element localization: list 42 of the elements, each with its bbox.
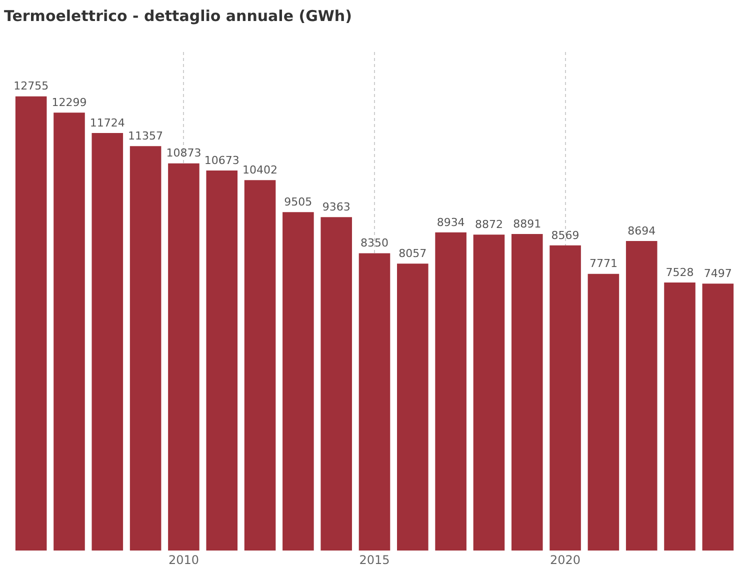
data-label: 12299 <box>52 96 87 109</box>
data-label: 7771 <box>589 257 618 270</box>
bar <box>168 163 200 551</box>
data-label: 10673 <box>204 154 240 167</box>
bar <box>282 212 314 551</box>
data-label: 8934 <box>436 216 465 229</box>
bar <box>702 284 734 551</box>
bar <box>664 282 696 551</box>
bar <box>473 234 505 551</box>
data-label: 10873 <box>166 146 202 160</box>
data-label: 8057 <box>398 247 427 260</box>
bar <box>206 170 238 551</box>
data-label: 8694 <box>628 224 656 238</box>
bar <box>397 264 428 551</box>
bar <box>588 274 620 551</box>
bar <box>320 217 352 551</box>
bar <box>54 112 85 551</box>
bar <box>511 234 543 551</box>
data-label: 11724 <box>90 116 125 130</box>
data-label: 12755 <box>14 80 49 93</box>
x-tick-label: 2020 <box>550 552 581 567</box>
data-label: 9363 <box>322 200 350 214</box>
data-label: 8872 <box>474 218 503 231</box>
x-tick-label: 2010 <box>168 552 199 567</box>
data-label: 8891 <box>513 217 542 230</box>
chart-title: Termoelettrico - dettaglio annuale (GWh) <box>4 6 352 25</box>
x-tick-label: 2015 <box>359 552 390 567</box>
bar <box>92 133 124 551</box>
data-label: 10402 <box>242 164 278 176</box>
data-label: 7497 <box>704 266 732 280</box>
data-label: 7528 <box>666 266 694 279</box>
bar <box>358 253 390 551</box>
bar <box>130 146 162 551</box>
data-label: 8569 <box>551 228 580 242</box>
bar <box>15 96 47 551</box>
bar <box>435 232 466 551</box>
bar <box>244 180 276 551</box>
data-label: 9505 <box>284 195 312 208</box>
data-label: 8350 <box>360 236 388 250</box>
data-label: 11357 <box>128 129 164 142</box>
bar <box>550 245 581 551</box>
bar <box>626 240 658 551</box>
